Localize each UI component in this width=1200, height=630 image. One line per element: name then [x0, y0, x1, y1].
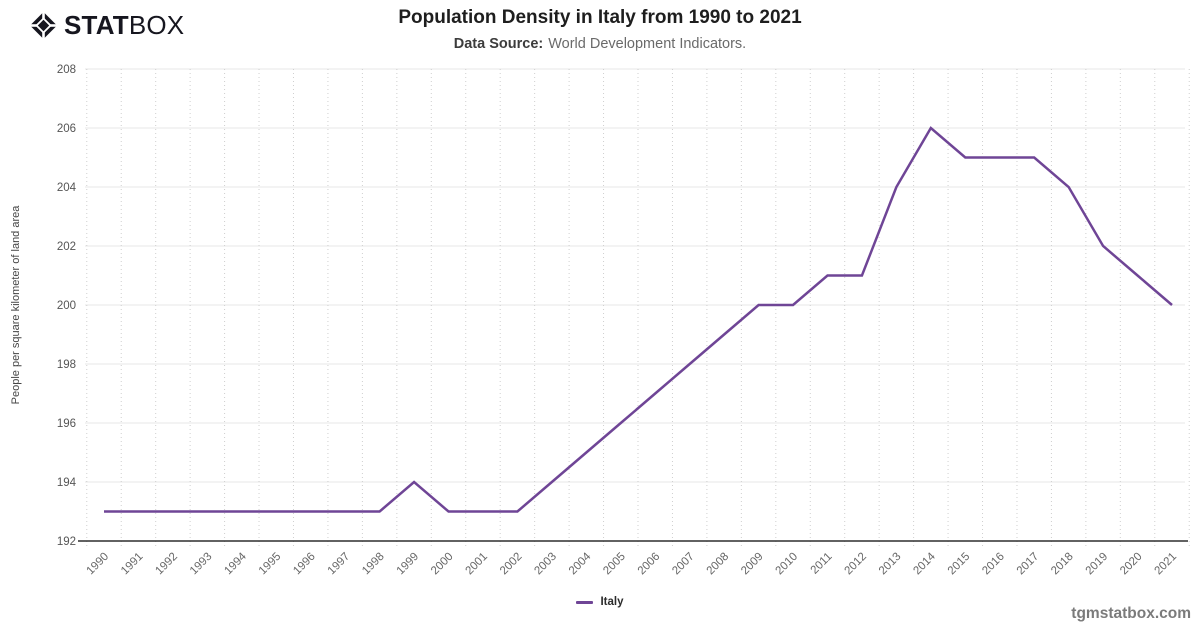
x-tick-label: 2008: [705, 551, 732, 578]
page-title: Population Density in Italy from 1990 to…: [398, 7, 802, 28]
y-tick-label: 194: [57, 477, 77, 489]
x-tick-label: 2004: [567, 550, 594, 577]
x-tick-label: 2015: [946, 551, 973, 578]
x-tick-label: 1991: [119, 551, 146, 578]
x-tick-label: 1997: [326, 551, 353, 578]
x-tick-label: 2013: [877, 551, 904, 578]
y-tick-label: 196: [57, 418, 76, 430]
x-tick-label: 1998: [360, 551, 387, 578]
y-tick-label: 208: [57, 64, 76, 76]
x-tick-label: 1994: [222, 550, 249, 577]
chart-subtitle: Data Source: World Development Indicators…: [0, 36, 1200, 52]
series-line-italy: [104, 126, 1173, 513]
statbox-wordmark: STATBOX: [64, 10, 184, 41]
x-tick-label: 1999: [395, 551, 422, 578]
x-tick-label: 2009: [739, 551, 766, 578]
y-tick-label: 202: [57, 241, 76, 253]
y-axis-title: People per square kilometer of land area: [10, 205, 22, 405]
logo-stat-text: STAT: [64, 10, 129, 40]
x-tick-label: 2003: [532, 551, 559, 578]
subtitle-text: World Development Indicators.: [548, 36, 747, 52]
x-tick-label: 2016: [980, 551, 1007, 578]
x-tick-label: 2021: [1153, 551, 1180, 578]
y-tick-label: 206: [57, 123, 76, 135]
x-tick-label: 1995: [257, 551, 284, 578]
x-tick-label: 2001: [464, 551, 491, 578]
watermark-url: tgmstatbox.com: [1071, 605, 1191, 622]
x-tick-label: 2018: [1049, 551, 1076, 578]
x-tick-label: 2012: [842, 551, 869, 578]
x-tick-label: 2007: [670, 551, 697, 578]
x-tick-label: 1993: [188, 551, 215, 578]
x-tick-label: 2014: [911, 550, 938, 577]
x-tick-label: 2000: [429, 551, 456, 578]
x-tick-label: 2002: [498, 551, 525, 578]
legend-series-label: Italy: [600, 596, 624, 608]
statbox-diamond-icon: [30, 12, 57, 39]
subtitle-label: Data Source:: [453, 36, 544, 52]
x-tick-label: 2011: [809, 551, 835, 577]
chart-legend[interactable]: Italy: [0, 596, 1200, 608]
x-tick-label: 2020: [1118, 551, 1145, 578]
y-tick-label: 204: [57, 182, 77, 194]
legend-line-swatch: [576, 600, 594, 604]
statbox-logo: STATBOX: [30, 10, 184, 41]
x-tick-label: 2010: [774, 551, 801, 578]
y-tick-label: 192: [57, 536, 76, 548]
x-tick-label: 1990: [85, 551, 112, 578]
x-tick-label: 1992: [153, 551, 180, 578]
y-tick-label: 200: [57, 300, 76, 312]
x-tick-label: 2017: [1015, 551, 1042, 578]
x-tick-label: 2019: [1084, 551, 1111, 578]
logo-box-text: BOX: [128, 10, 185, 40]
x-tick-label: 2005: [601, 551, 628, 578]
x-tick-label: 2006: [636, 551, 663, 578]
x-tick-label: 1996: [291, 551, 318, 578]
y-tick-label: 198: [57, 359, 76, 371]
